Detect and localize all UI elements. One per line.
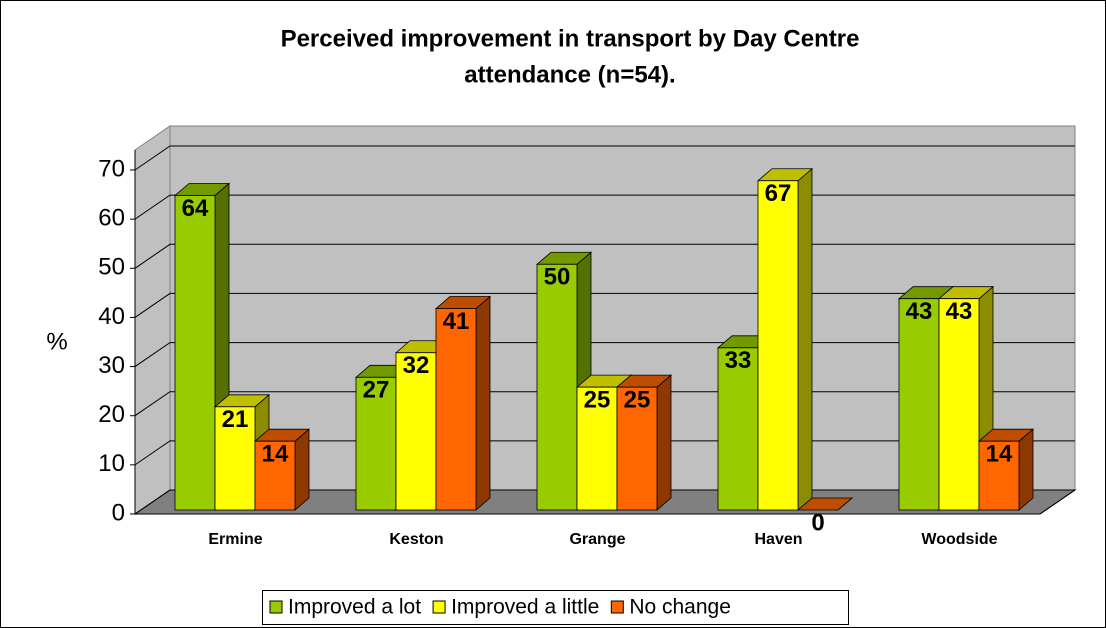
legend-swatch — [269, 600, 283, 614]
x-tick-label: Haven — [754, 531, 802, 548]
bar-side — [294, 428, 310, 511]
value-label: 50 — [544, 264, 571, 291]
value-label: 21 — [222, 406, 249, 433]
bar — [757, 180, 799, 511]
bar-side — [797, 167, 813, 511]
x-tick-label: Grange — [569, 531, 625, 548]
legend-label: No change — [629, 596, 731, 619]
value-label: 25 — [624, 386, 651, 413]
y-tick-label: 20 — [98, 401, 125, 428]
bar — [174, 195, 216, 511]
bar-side — [656, 374, 672, 511]
bar — [717, 347, 759, 511]
value-label: 43 — [946, 298, 973, 325]
value-label: 43 — [906, 298, 933, 325]
value-label: 14 — [262, 441, 289, 468]
bar-side — [1018, 428, 1034, 511]
bar — [214, 406, 256, 511]
value-label: 67 — [765, 180, 792, 207]
x-tick-label: Keston — [389, 531, 443, 548]
y-tick-label: 10 — [98, 450, 125, 477]
bar — [435, 308, 477, 511]
chart-subtitle: attendance (n=54). — [464, 61, 675, 88]
value-label: 33 — [725, 347, 752, 374]
value-label: 64 — [182, 195, 209, 222]
legend-swatch — [432, 600, 446, 614]
value-label: 32 — [403, 352, 430, 379]
legend-swatch — [610, 600, 624, 614]
y-tick-label: 60 — [98, 204, 125, 231]
y-tick-label: 40 — [98, 303, 125, 330]
bar — [898, 298, 940, 511]
side-wall — [134, 125, 171, 515]
value-label: 27 — [363, 377, 390, 404]
y-tick-label: 50 — [98, 254, 125, 281]
y-tick-label: 30 — [98, 352, 125, 379]
y-tick-label: 70 — [98, 155, 125, 182]
bar — [576, 386, 618, 511]
x-tick-label: Ermine — [208, 531, 262, 548]
value-label: 14 — [986, 441, 1013, 468]
legend-box — [262, 590, 849, 625]
bar — [395, 352, 437, 511]
grid-line — [134, 145, 1075, 171]
bar — [355, 376, 397, 511]
x-axis-back — [1039, 489, 1076, 515]
bar — [254, 440, 296, 511]
y-axis-label: % — [46, 328, 67, 355]
y-tick-label: 0 — [112, 499, 125, 526]
chart-title: Perceived improvement in transport by Da… — [281, 25, 860, 52]
legend-label: Improved a little — [451, 596, 599, 619]
bar — [616, 386, 658, 511]
x-tick-label: Woodside — [921, 531, 997, 548]
bar-side — [475, 295, 491, 511]
value-label: 41 — [443, 308, 470, 335]
bar — [978, 440, 1020, 511]
legend-label: Improved a lot — [288, 596, 421, 619]
bar-top — [796, 497, 854, 511]
value-label: 0 — [811, 509, 824, 536]
value-label: 25 — [584, 386, 611, 413]
bar — [536, 263, 578, 511]
bar — [938, 298, 980, 511]
